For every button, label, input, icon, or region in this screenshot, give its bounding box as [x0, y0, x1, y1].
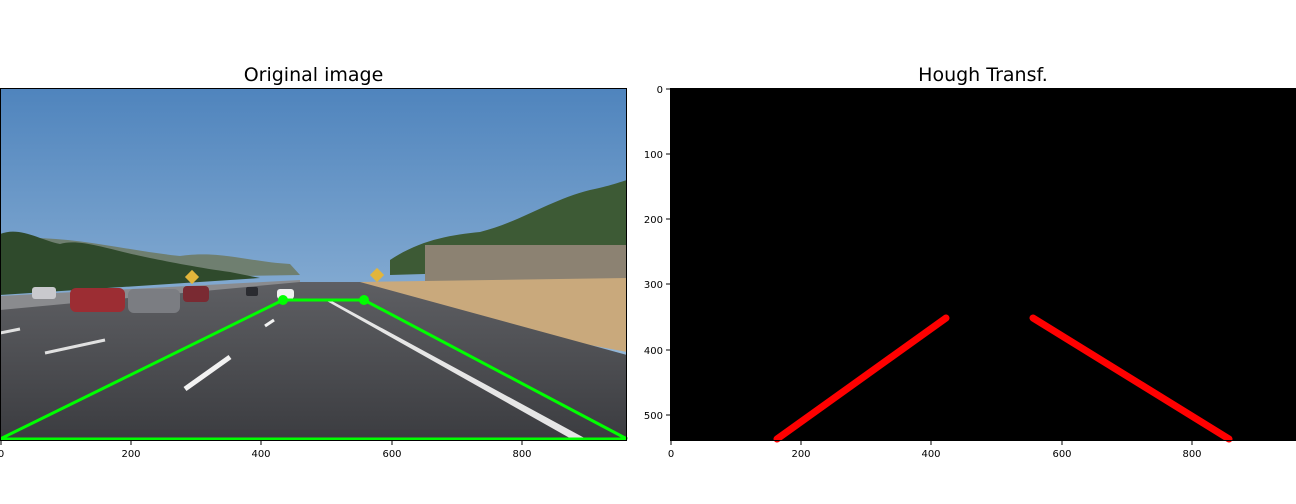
right-x-axis: 0 200 400 600 800	[668, 441, 1202, 460]
car-white	[32, 287, 56, 299]
hough-image	[670, 88, 1296, 443]
left-x-tick-800: 800	[512, 449, 531, 460]
right-y-axis: 0 100 200 300 400 500	[644, 85, 670, 422]
right-x-tick-0: 0	[668, 449, 674, 460]
fence	[425, 245, 627, 281]
hough-line-left	[773, 314, 950, 443]
hough-background	[670, 88, 1296, 441]
left-x-tick-0: 0	[0, 449, 4, 460]
left-axes-frame	[0, 88, 627, 441]
car-gray	[128, 289, 180, 313]
roi-vertex-right	[359, 295, 369, 305]
hough-line-right	[1029, 314, 1233, 443]
right-y-tick-200: 200	[644, 215, 663, 226]
left-x-tick-200: 200	[121, 449, 140, 460]
right-y-tick-0: 0	[657, 85, 663, 96]
hough-transform-title: Hough Transf.	[918, 64, 1048, 86]
dash-1	[183, 354, 232, 392]
roi-vertex-left	[278, 295, 288, 305]
car-red	[70, 288, 125, 312]
dash-left-lane	[44, 338, 106, 355]
dash-2	[264, 318, 275, 328]
right-y-tick-400: 400	[644, 346, 663, 357]
right-x-tick-200: 200	[791, 449, 810, 460]
right-y-tick-500: 500	[644, 411, 663, 422]
left-x-tick-600: 600	[382, 449, 401, 460]
dry-grass	[350, 278, 627, 352]
sign-right	[369, 267, 385, 283]
sign-left	[184, 269, 200, 285]
right-x-tick-800: 800	[1182, 449, 1201, 460]
dash-left-edge	[0, 327, 21, 335]
car-far	[246, 287, 258, 296]
right-x-tick-400: 400	[921, 449, 940, 460]
left-x-axis: 0 200 400 600 800	[0, 441, 532, 460]
car-dark-red	[183, 286, 209, 302]
right-y-tick-300: 300	[644, 280, 663, 291]
original-road-image	[0, 88, 628, 441]
road-surface	[0, 282, 627, 441]
left-x-tick-400: 400	[251, 449, 270, 460]
lane-line-right	[325, 300, 590, 441]
right-y-tick-100: 100	[644, 150, 663, 161]
original-image-title: Original image	[243, 64, 384, 86]
right-x-tick-600: 600	[1052, 449, 1071, 460]
